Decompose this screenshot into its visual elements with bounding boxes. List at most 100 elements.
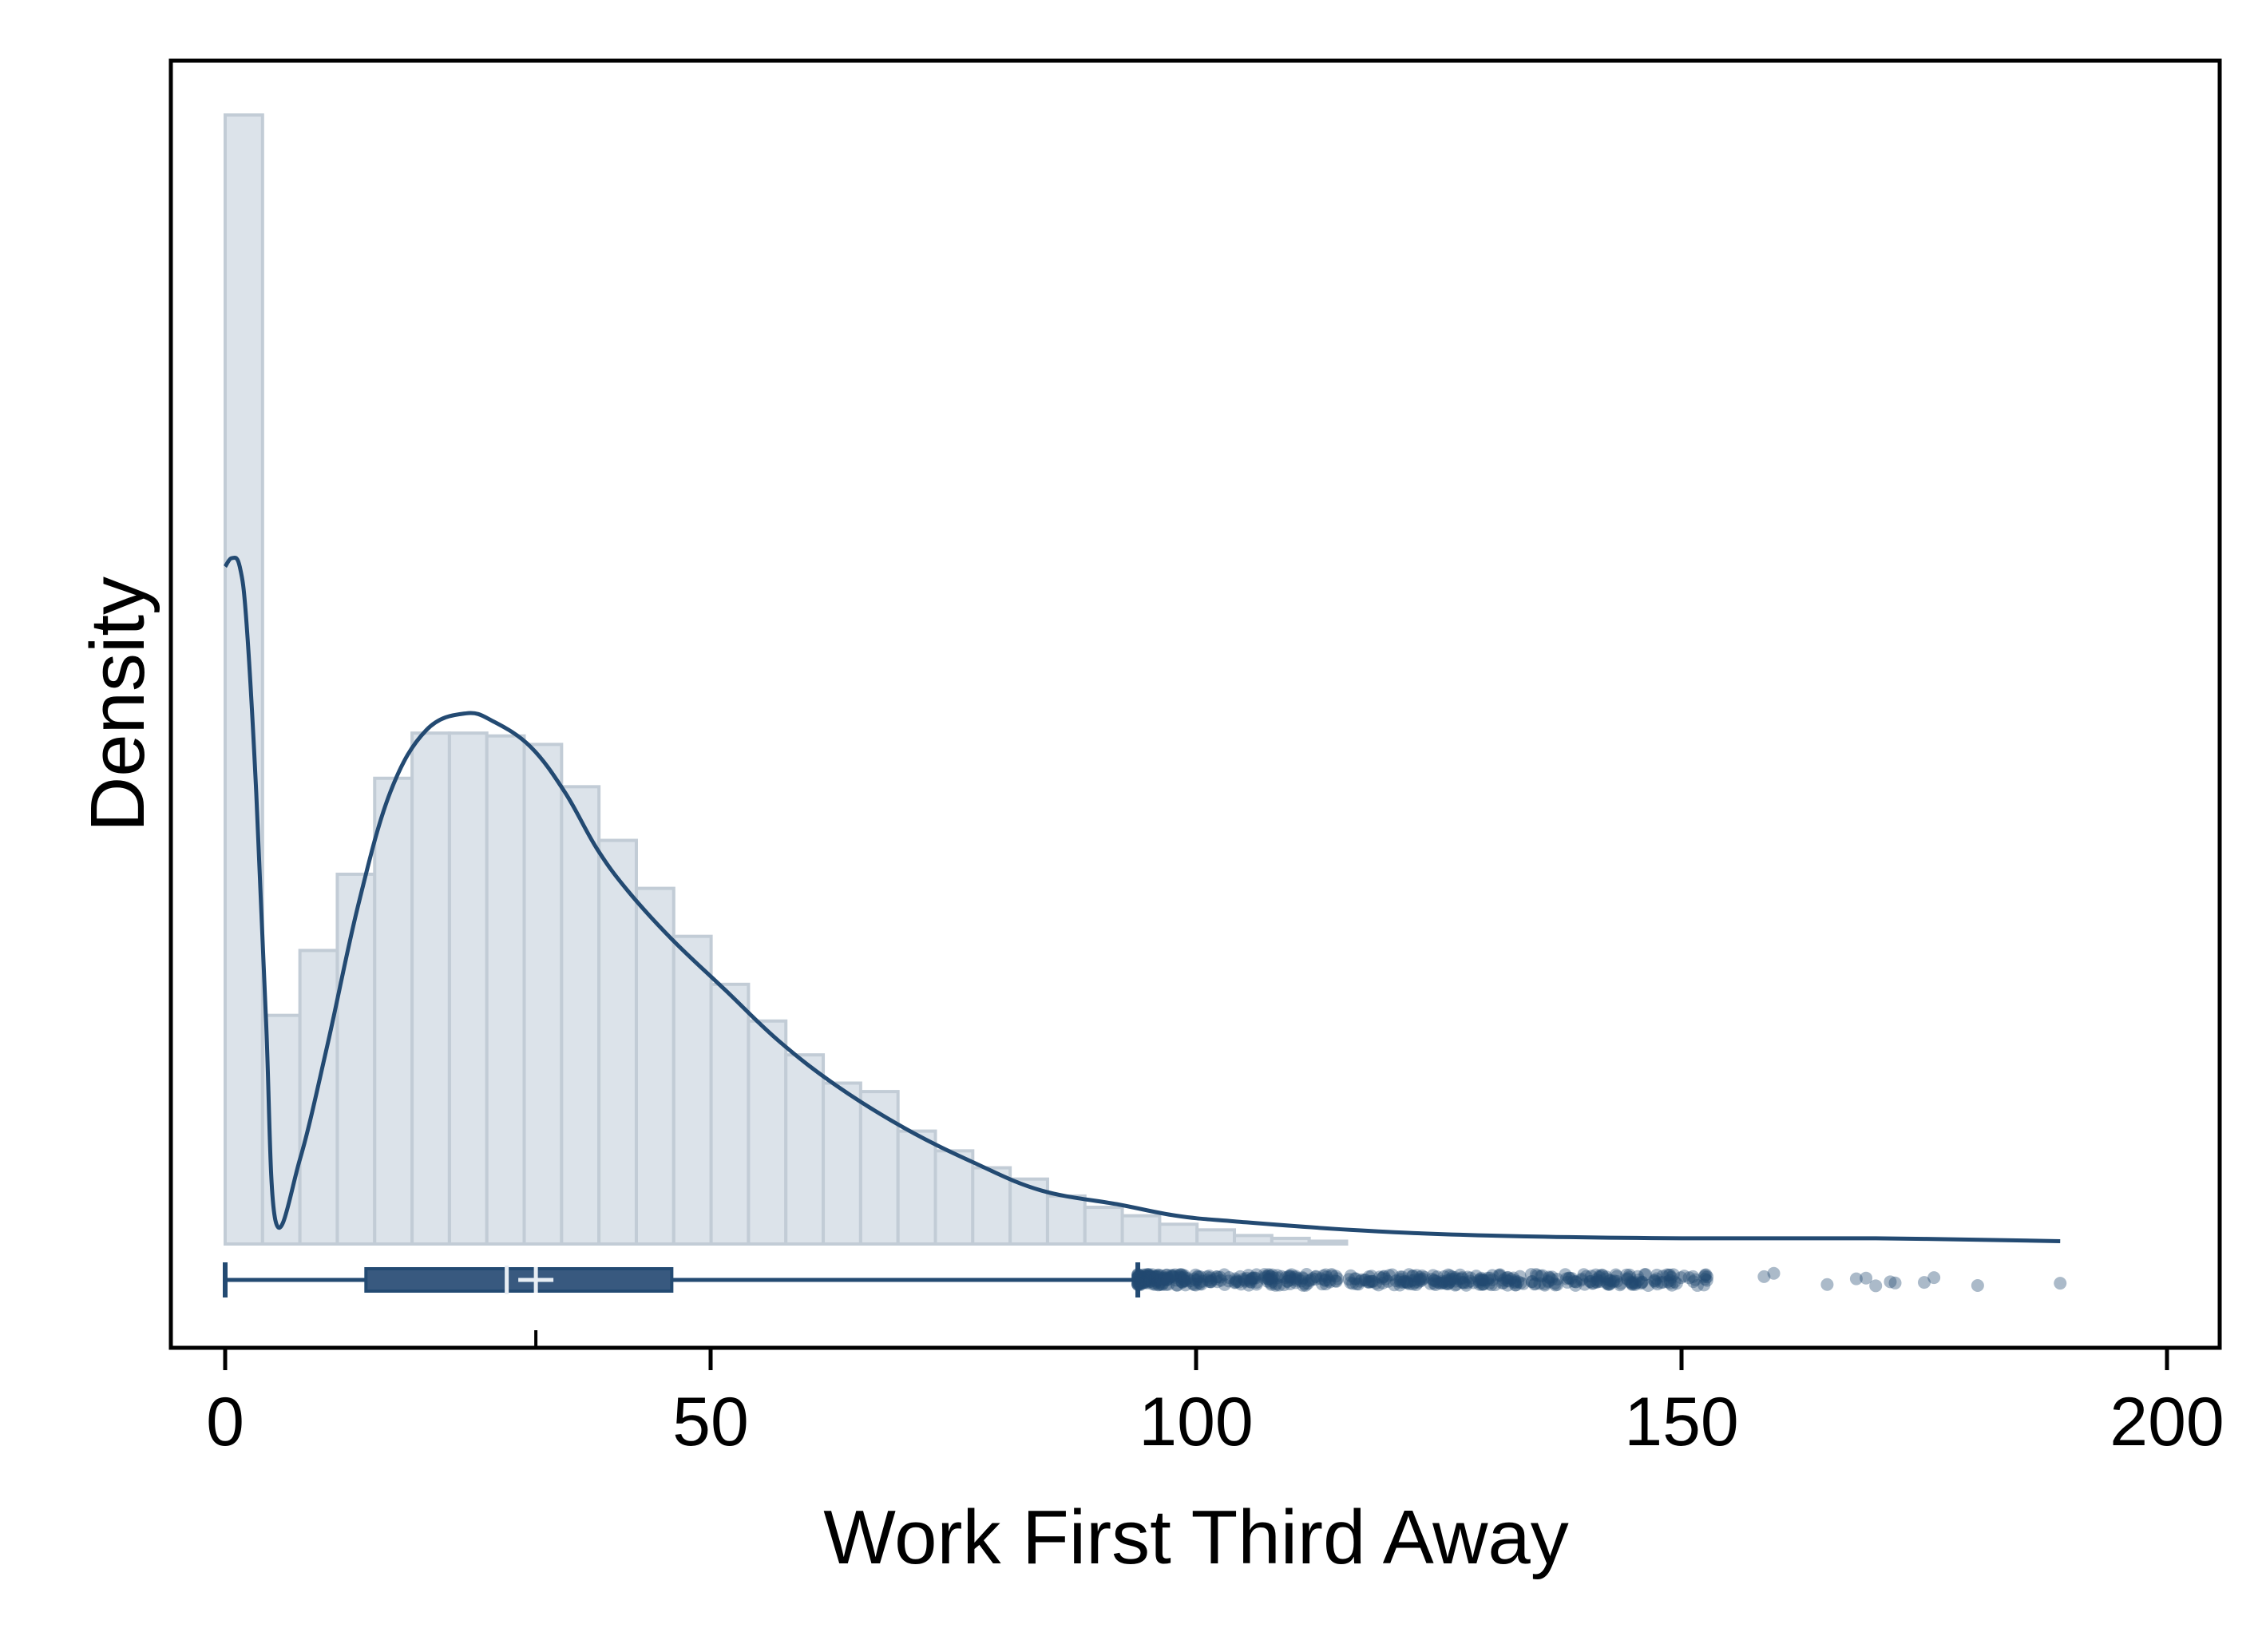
histogram-bar [971, 1166, 1012, 1246]
outlier-point [1626, 1276, 1639, 1290]
histogram-bar [1158, 1222, 1199, 1246]
outlier-point [1353, 1274, 1367, 1288]
outlier-point [1139, 1272, 1153, 1286]
outlier-point [1136, 1273, 1150, 1286]
outlier-point [1656, 1275, 1670, 1289]
outlier-point [1849, 1272, 1863, 1286]
outlier-point [1131, 1268, 1145, 1282]
outlier-point [1323, 1275, 1337, 1289]
histogram-bar [709, 982, 751, 1246]
outlier-point [1650, 1278, 1664, 1291]
outlier-point [1261, 1270, 1274, 1283]
outlier-point [1484, 1271, 1497, 1285]
outlier-point [1406, 1270, 1420, 1283]
outlier-point [1460, 1278, 1473, 1292]
outlier-point [1366, 1274, 1380, 1288]
outlier-point [1543, 1270, 1556, 1284]
outlier-point [1397, 1274, 1411, 1288]
outlier-point [1309, 1270, 1322, 1284]
outlier-point [1319, 1268, 1333, 1282]
outlier-point [1250, 1275, 1263, 1289]
outlier-point [1139, 1272, 1152, 1286]
outlier-point [1475, 1274, 1488, 1287]
outlier-point [1144, 1274, 1158, 1288]
outlier-point [1325, 1269, 1339, 1282]
outlier-point [1139, 1274, 1152, 1288]
outlier-point [1609, 1268, 1622, 1282]
outlier-point [1154, 1278, 1167, 1291]
outlier-point [1167, 1269, 1180, 1282]
outlier-point [1495, 1276, 1509, 1290]
histogram-bar [1120, 1214, 1162, 1246]
outlier-point [1456, 1275, 1469, 1289]
outlier-point [1362, 1270, 1376, 1284]
outlier-point [1148, 1278, 1162, 1291]
outlier-point [1318, 1273, 1332, 1286]
outlier-point [1189, 1274, 1202, 1287]
outlier-point [1131, 1274, 1145, 1287]
outlier-point [1234, 1270, 1247, 1283]
histogram-bar [410, 731, 451, 1246]
outlier-point [1472, 1274, 1486, 1287]
outlier-point [1595, 1269, 1609, 1282]
outlier-point [1445, 1273, 1459, 1286]
outlier-point [1158, 1272, 1171, 1286]
outlier-point [1533, 1277, 1547, 1290]
outlier-point [1250, 1268, 1263, 1282]
outlier-point [1244, 1275, 1258, 1289]
outlier-point [1698, 1269, 1712, 1282]
outlier-point [1262, 1272, 1275, 1286]
outlier-point [1475, 1271, 1488, 1285]
outlier-point [1135, 1274, 1149, 1287]
outlier-point [1148, 1274, 1162, 1287]
outlier-point [1152, 1278, 1166, 1291]
outlier-point [1595, 1268, 1609, 1282]
outlier-point [1177, 1270, 1190, 1284]
outlier-point [1538, 1278, 1551, 1291]
outlier-point [1304, 1274, 1317, 1287]
outlier-point [1141, 1269, 1155, 1282]
outlier-point [1526, 1275, 1539, 1289]
outlier-point [1204, 1275, 1218, 1289]
outlier-point [1131, 1276, 1145, 1290]
outlier-point [1508, 1278, 1522, 1292]
outlier-point [1179, 1274, 1192, 1288]
outlier-point [1319, 1278, 1333, 1291]
outlier-point [1355, 1273, 1369, 1286]
outlier-point [1299, 1278, 1313, 1292]
outlier-point [1430, 1270, 1444, 1284]
outlier-point [1551, 1272, 1564, 1286]
outlier-point [1214, 1274, 1227, 1287]
outlier-point [1534, 1270, 1547, 1283]
outlier-point [1162, 1278, 1175, 1291]
outlier-point [1500, 1271, 1514, 1285]
outlier-point [1927, 1271, 1941, 1285]
outlier-point [1461, 1270, 1475, 1284]
outlier-point [1301, 1277, 1314, 1290]
outlier-point [1600, 1272, 1614, 1286]
outlier-point [1639, 1268, 1653, 1282]
outlier-point [1602, 1274, 1616, 1287]
outlier-point [1134, 1269, 1147, 1282]
outlier-point [1476, 1278, 1490, 1291]
outlier-point [1201, 1274, 1214, 1287]
outlier-point [1142, 1271, 1155, 1285]
outlier-point [1160, 1268, 1174, 1282]
histogram-bar [858, 1090, 900, 1246]
outlier-point [1159, 1271, 1173, 1285]
outlier-point [1567, 1274, 1580, 1288]
outlier-point [1266, 1274, 1279, 1288]
outlier-point [1296, 1278, 1309, 1292]
outlier-point [1514, 1276, 1527, 1290]
outlier-point [1593, 1270, 1606, 1284]
outlier-point [1626, 1277, 1639, 1290]
histogram-bar [784, 1053, 826, 1246]
outlier-point [1456, 1270, 1469, 1284]
outlier-point [1377, 1270, 1390, 1284]
outlier-point [1425, 1273, 1439, 1286]
outlier-point [1281, 1274, 1294, 1288]
outlier-point [1358, 1274, 1372, 1287]
outlier-point [1602, 1278, 1615, 1291]
outlier-point [1170, 1278, 1183, 1292]
outlier-point [1193, 1276, 1206, 1290]
